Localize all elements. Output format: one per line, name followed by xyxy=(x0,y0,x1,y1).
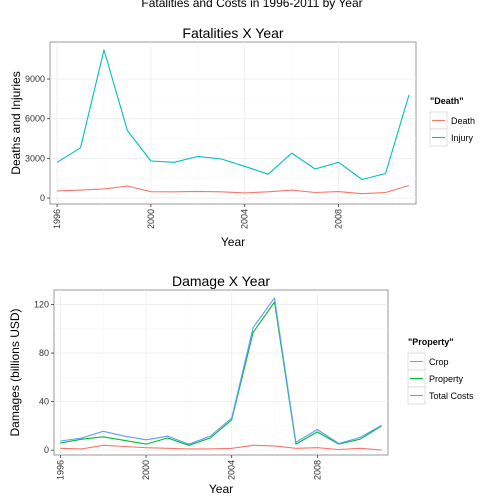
y-tick-label: 0 xyxy=(40,193,45,203)
y-axis-title: Deaths and Injuries xyxy=(9,71,23,174)
x-tick-label: 1996 xyxy=(52,209,62,229)
series-line-injury xyxy=(56,49,410,181)
y-tick-label: 9000 xyxy=(25,74,45,84)
x-tick-label: 1996 xyxy=(55,460,65,480)
x-axis-title: Year xyxy=(209,482,233,496)
legend-title: "Property" xyxy=(408,337,454,347)
plot-panel xyxy=(53,289,389,456)
chart-title: Fatalities X Year xyxy=(182,25,284,41)
chart-panel-2: 0 40 80 120 1996 2000 2004 2008 Damage X Year Yea… xyxy=(8,273,474,496)
x-tick-label: 2004 xyxy=(227,460,237,480)
series-line-crop xyxy=(60,444,382,451)
y-tick-label: 0 xyxy=(44,445,49,455)
series-line-death xyxy=(56,184,410,195)
legend-label: Total Costs xyxy=(429,391,474,401)
legend-label: Property xyxy=(429,374,464,384)
x-tick-label: 2008 xyxy=(312,460,322,480)
y-tick-label: 120 xyxy=(34,300,49,310)
plot-panel xyxy=(49,41,417,205)
chart-panel-1: 0 3000 6000 9000 1996 2000 2004 2008 Fatalities … xyxy=(9,25,475,249)
x-tick-label: 2000 xyxy=(146,209,156,229)
y-tick-label: 3000 xyxy=(25,153,45,163)
x-axis-title: Year xyxy=(221,235,245,249)
y-axis-title: Damages (billions USD) xyxy=(8,308,22,436)
legend-label: Death xyxy=(451,116,475,126)
y-tick-label: 80 xyxy=(39,348,49,358)
x-tick-label: 2008 xyxy=(334,209,344,229)
legend-title: "Death" xyxy=(430,96,464,106)
figure-title: Fatalities and Costs in 1996-2011 by Yea… xyxy=(141,0,363,10)
chart-title: Damage X Year xyxy=(172,273,270,289)
x-tick-label: 2000 xyxy=(141,460,151,480)
y-tick-label: 6000 xyxy=(25,114,45,124)
series-line-property xyxy=(60,301,382,446)
legend: "Death" Death Injury xyxy=(429,96,475,147)
series-line-total-costs xyxy=(60,297,382,445)
x-tick-label: 2004 xyxy=(240,209,250,229)
legend-label: Injury xyxy=(451,133,474,143)
legend: "Property" Crop Property Total Costs xyxy=(407,337,474,405)
legend-label: Crop xyxy=(429,357,449,367)
y-tick-label: 40 xyxy=(39,397,49,407)
